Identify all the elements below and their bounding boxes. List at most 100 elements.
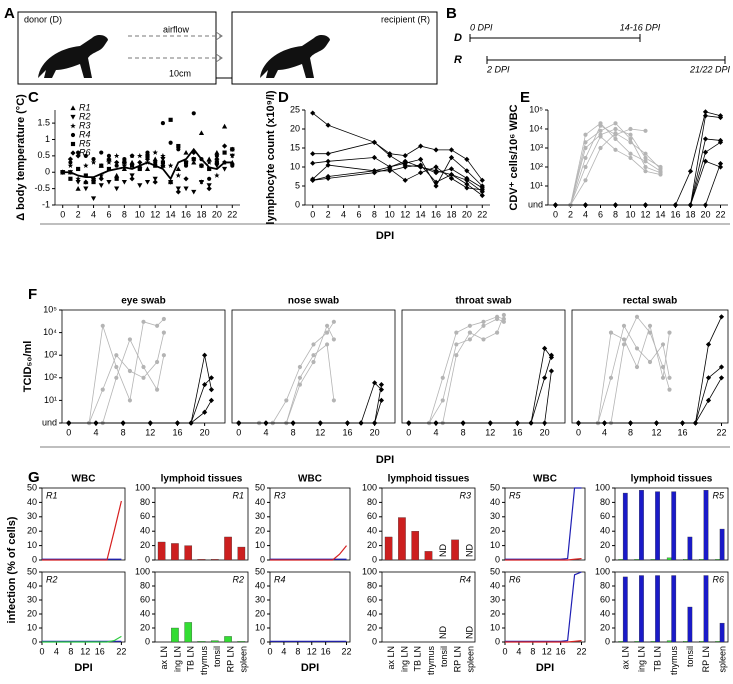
- marker: [634, 314, 640, 319]
- marker: [90, 196, 97, 202]
- marker: [167, 162, 174, 169]
- marker: [647, 323, 653, 328]
- marker: [598, 145, 603, 151]
- marker: [176, 143, 181, 149]
- marker: [608, 375, 614, 380]
- marker: [175, 166, 181, 172]
- marker: [448, 172, 455, 178]
- y-tick-label: 40: [255, 580, 265, 590]
- marker: [467, 330, 472, 335]
- marker: [702, 136, 709, 142]
- g-y-title: infection (% of cells): [6, 516, 18, 623]
- marker: [582, 202, 589, 208]
- marker: [221, 123, 228, 129]
- bar: [666, 640, 672, 643]
- x-tick-label: 22: [715, 209, 725, 219]
- bar: [699, 559, 704, 561]
- bar: [683, 641, 688, 643]
- marker: [176, 147, 181, 152]
- x-tick-label: 12: [307, 646, 317, 656]
- marker: [202, 409, 208, 415]
- marker: [206, 156, 212, 162]
- x-tick-label: 4: [281, 646, 286, 656]
- series-line: [238, 324, 335, 424]
- marker: [175, 189, 181, 195]
- series-line: [42, 500, 122, 561]
- bar: [671, 491, 677, 561]
- y-tick-label: 40: [27, 580, 37, 590]
- y-tick-label: 10²: [530, 161, 543, 171]
- x-tick-label: 16: [670, 209, 680, 219]
- marker: [433, 147, 439, 153]
- x-tick-label: 8: [372, 209, 377, 219]
- marker: [236, 420, 242, 426]
- bar: [622, 576, 628, 643]
- marker: [672, 202, 679, 208]
- marker: [464, 181, 470, 187]
- marker: [93, 420, 99, 426]
- bar: [622, 492, 628, 561]
- value-label: ND: [438, 544, 448, 557]
- marker: [214, 160, 219, 165]
- series-line: [555, 163, 721, 206]
- marker: [608, 330, 614, 335]
- marker: [106, 166, 112, 172]
- marker: [454, 330, 459, 335]
- marker: [325, 162, 331, 168]
- marker: [67, 162, 74, 169]
- panel-letter: C: [28, 89, 39, 106]
- series-line: [505, 640, 582, 643]
- y-tick-label: 20: [367, 622, 377, 632]
- category-label: tonsil: [685, 646, 695, 667]
- marker: [160, 121, 165, 126]
- marker: [406, 420, 412, 426]
- series-line: [408, 347, 552, 424]
- y-tick-label: 10¹: [530, 180, 543, 190]
- marker: [83, 162, 89, 169]
- marker: [161, 316, 166, 322]
- x-tick-label: 22: [716, 427, 726, 437]
- marker: [114, 159, 120, 166]
- marker: [297, 375, 302, 380]
- series-line: [408, 370, 552, 424]
- marker: [583, 132, 588, 137]
- marker: [152, 149, 158, 155]
- x-tick-label: 16: [172, 427, 182, 437]
- marker: [160, 163, 166, 169]
- marker: [144, 156, 151, 162]
- marker: [325, 342, 330, 347]
- x-tick-label: 16: [95, 646, 105, 656]
- marker: [70, 132, 76, 138]
- bar: [687, 536, 693, 561]
- bar: [703, 575, 709, 643]
- panel-letter: G: [28, 469, 40, 486]
- mean-line: [62, 147, 233, 181]
- x-tick-label: 12: [651, 427, 661, 437]
- x-tick-label: 4: [341, 209, 346, 219]
- marker: [191, 189, 197, 195]
- marker: [290, 420, 296, 426]
- marker: [106, 179, 112, 185]
- x-tick-label: 16: [431, 209, 441, 219]
- marker: [160, 160, 165, 165]
- y-tick-label: 30: [255, 594, 265, 604]
- legend-label: R4: [79, 129, 91, 139]
- marker: [460, 420, 466, 426]
- marker: [717, 139, 724, 145]
- marker: [284, 398, 289, 403]
- marker: [495, 330, 500, 335]
- marker: [628, 132, 633, 137]
- marker: [627, 420, 634, 426]
- series-line: [505, 487, 582, 560]
- y-tick-label: 20: [140, 540, 150, 550]
- x-tick-label: 4: [516, 646, 521, 656]
- marker: [613, 131, 618, 136]
- bar: [224, 536, 232, 561]
- marker: [155, 323, 160, 328]
- x-axis-title: DPI: [74, 662, 92, 674]
- y-tick-label: 0.5: [37, 150, 50, 160]
- x-axis-title: DPI: [536, 662, 554, 674]
- category-label: thymus: [199, 646, 209, 676]
- series-line: [312, 141, 483, 181]
- marker: [144, 166, 151, 172]
